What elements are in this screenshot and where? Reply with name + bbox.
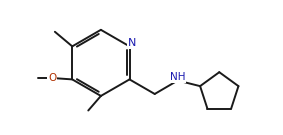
Text: N: N <box>128 38 136 48</box>
Text: O: O <box>48 73 56 83</box>
Text: NH: NH <box>170 72 185 82</box>
